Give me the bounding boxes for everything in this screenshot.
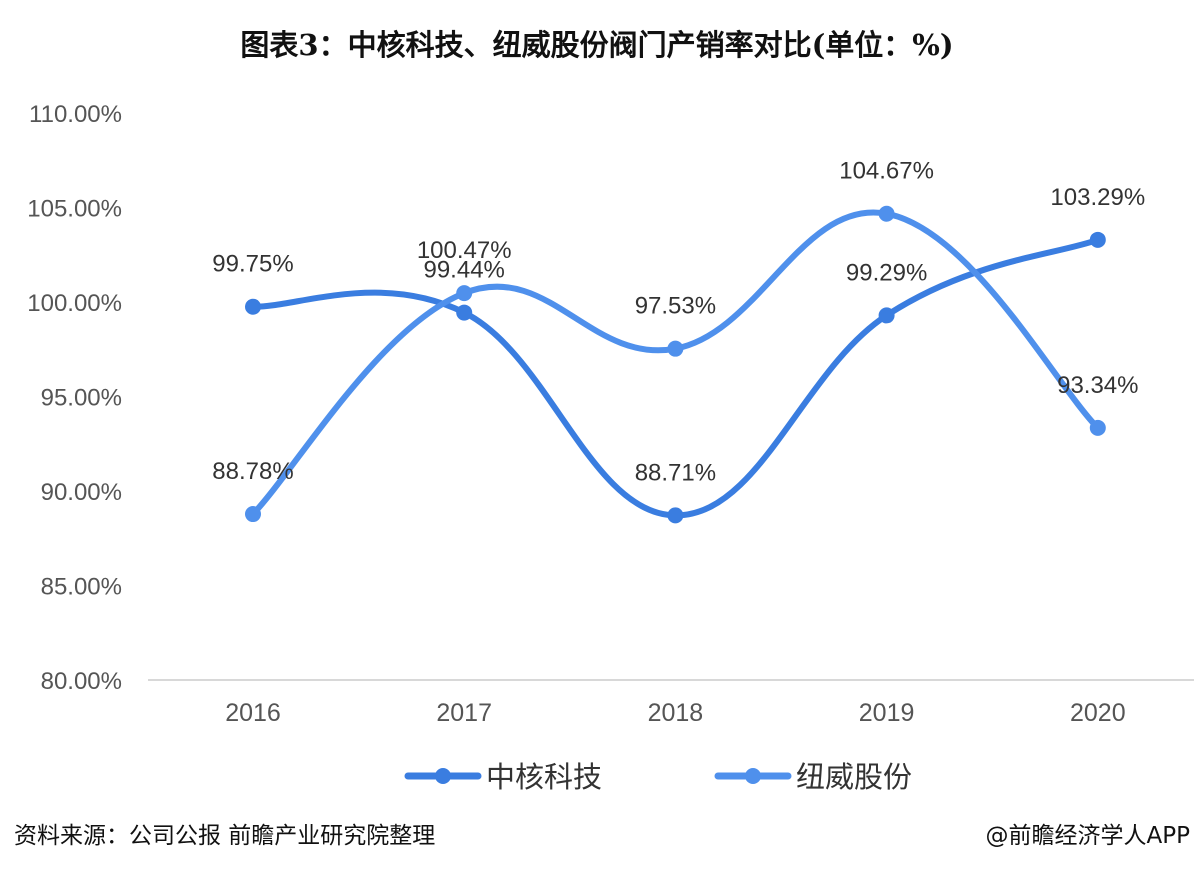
data-point bbox=[456, 285, 473, 302]
x-tick-label: 2018 bbox=[648, 699, 704, 727]
y-tick-label: 85.00% bbox=[41, 574, 122, 601]
data-label: 99.44% bbox=[423, 257, 504, 284]
y-tick-label: 95.00% bbox=[41, 385, 122, 412]
x-tick-label: 2020 bbox=[1070, 699, 1126, 727]
legend-label-1: 纽威股份 bbox=[796, 760, 912, 794]
chart-title: 图表3：中核科技、纽威股份阀门产销率对比(单位：%) bbox=[240, 28, 954, 62]
data-point bbox=[878, 307, 895, 324]
legend-marker-1 bbox=[745, 768, 761, 784]
y-tick-label: 90.00% bbox=[41, 479, 122, 506]
data-label: 88.78% bbox=[212, 458, 293, 485]
data-point bbox=[1089, 419, 1106, 436]
brand-note: @前瞻经济学人APP bbox=[985, 823, 1190, 849]
x-tick-label: 2016 bbox=[225, 699, 281, 727]
x-tick-label: 2017 bbox=[436, 699, 492, 727]
data-label: 103.29% bbox=[1050, 184, 1145, 211]
data-label: 97.53% bbox=[635, 293, 716, 320]
data-point bbox=[667, 507, 684, 524]
data-point bbox=[1089, 231, 1106, 248]
data-point bbox=[245, 298, 261, 315]
data-label: 99.29% bbox=[846, 259, 927, 286]
legend-label-0: 中核科技 bbox=[486, 760, 602, 794]
legend-marker-0 bbox=[435, 768, 451, 784]
y-tick-label: 80.00% bbox=[41, 668, 122, 695]
data-point bbox=[456, 304, 473, 321]
source-note: 资料来源：公司公报 前瞻产业研究院整理 bbox=[14, 823, 436, 849]
data-label: 104.67% bbox=[839, 158, 934, 185]
data-point bbox=[667, 340, 684, 357]
data-label: 93.34% bbox=[1057, 372, 1138, 399]
data-point bbox=[245, 506, 261, 523]
y-tick-label: 100.00% bbox=[27, 290, 122, 317]
x-tick-label: 2019 bbox=[859, 699, 915, 727]
data-label: 100.47% bbox=[417, 237, 512, 264]
data-label: 88.71% bbox=[635, 459, 716, 486]
data-point bbox=[878, 205, 895, 222]
data-label: 99.75% bbox=[212, 251, 293, 278]
y-tick-label: 110.00% bbox=[29, 101, 122, 128]
y-tick-label: 105.00% bbox=[27, 196, 122, 223]
